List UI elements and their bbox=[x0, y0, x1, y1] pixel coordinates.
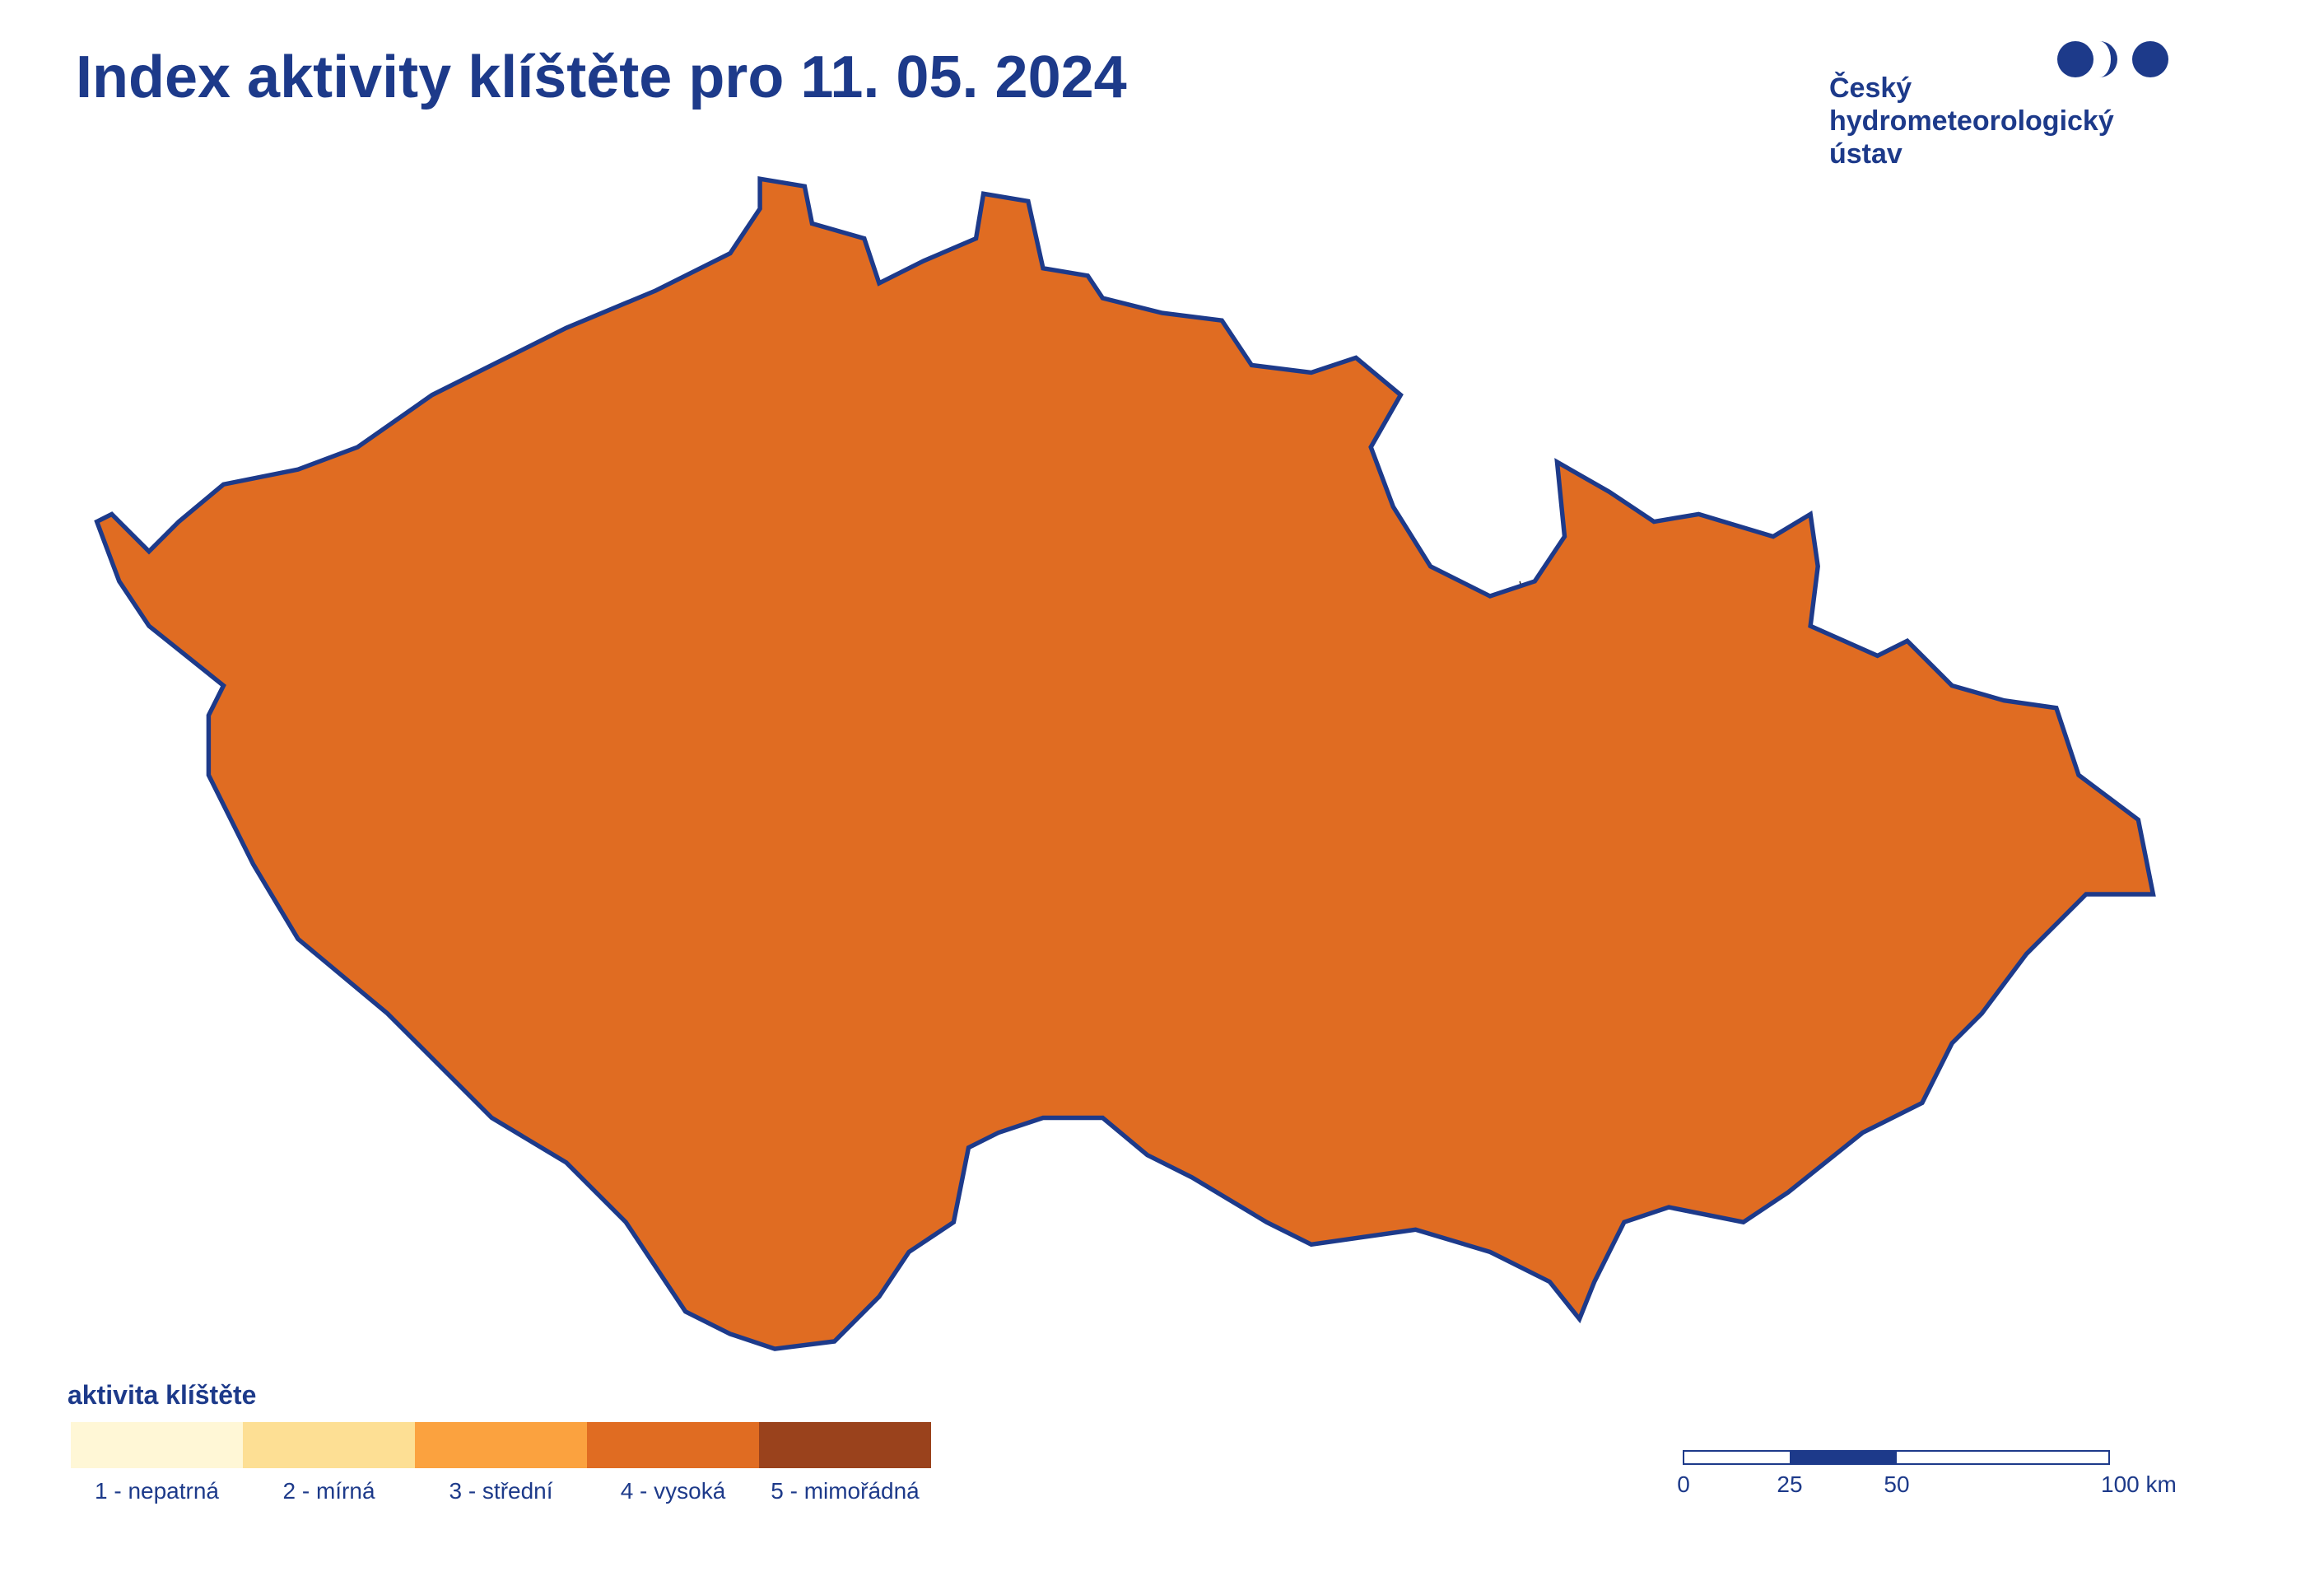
legend-swatch bbox=[71, 1422, 243, 1468]
legend-swatch bbox=[415, 1422, 587, 1468]
legend-label: 2 - mírná bbox=[282, 1478, 375, 1504]
legend: 1 - nepatrná 2 - mírná 3 - střední 4 - vyso… bbox=[71, 1422, 931, 1504]
title: Index aktivity klíštěte pro 11. 05. 2024 bbox=[76, 44, 1127, 110]
scale-bar: 0 25 50 100 km bbox=[1677, 1450, 2177, 1497]
logo-dot bbox=[2099, 41, 2117, 77]
legend-label: 1 - nepatrná bbox=[95, 1478, 219, 1504]
legend-label: 3 - střední bbox=[449, 1478, 552, 1504]
logo-line: ústav bbox=[1829, 138, 1903, 170]
logo-dot bbox=[2132, 41, 2168, 77]
logo-text: Český hydrometeorologický ústav bbox=[1829, 72, 2114, 170]
scale-label: 25 bbox=[1777, 1471, 1802, 1497]
legend-label: 4 - vysoká bbox=[621, 1478, 726, 1504]
legend-swatch bbox=[759, 1422, 931, 1468]
logo-line: Český bbox=[1829, 72, 1912, 104]
scale-segment bbox=[1790, 1451, 1897, 1464]
scale-label: 0 bbox=[1677, 1471, 1690, 1497]
scale-label: 50 bbox=[1884, 1471, 1909, 1497]
legend-swatch bbox=[243, 1422, 415, 1468]
logo-dot bbox=[2057, 41, 2093, 77]
logo-line: hydrometeorologický bbox=[1829, 105, 2114, 137]
logo: Český hydrometeorologický ústav bbox=[1829, 41, 2168, 170]
scale-label: 100 km bbox=[2101, 1471, 2177, 1497]
legend-label: 5 - mimořádná bbox=[771, 1478, 920, 1504]
legend-swatch bbox=[587, 1422, 759, 1468]
legend-title: aktivita klíštěte bbox=[68, 1380, 256, 1410]
map bbox=[97, 179, 2154, 1349]
